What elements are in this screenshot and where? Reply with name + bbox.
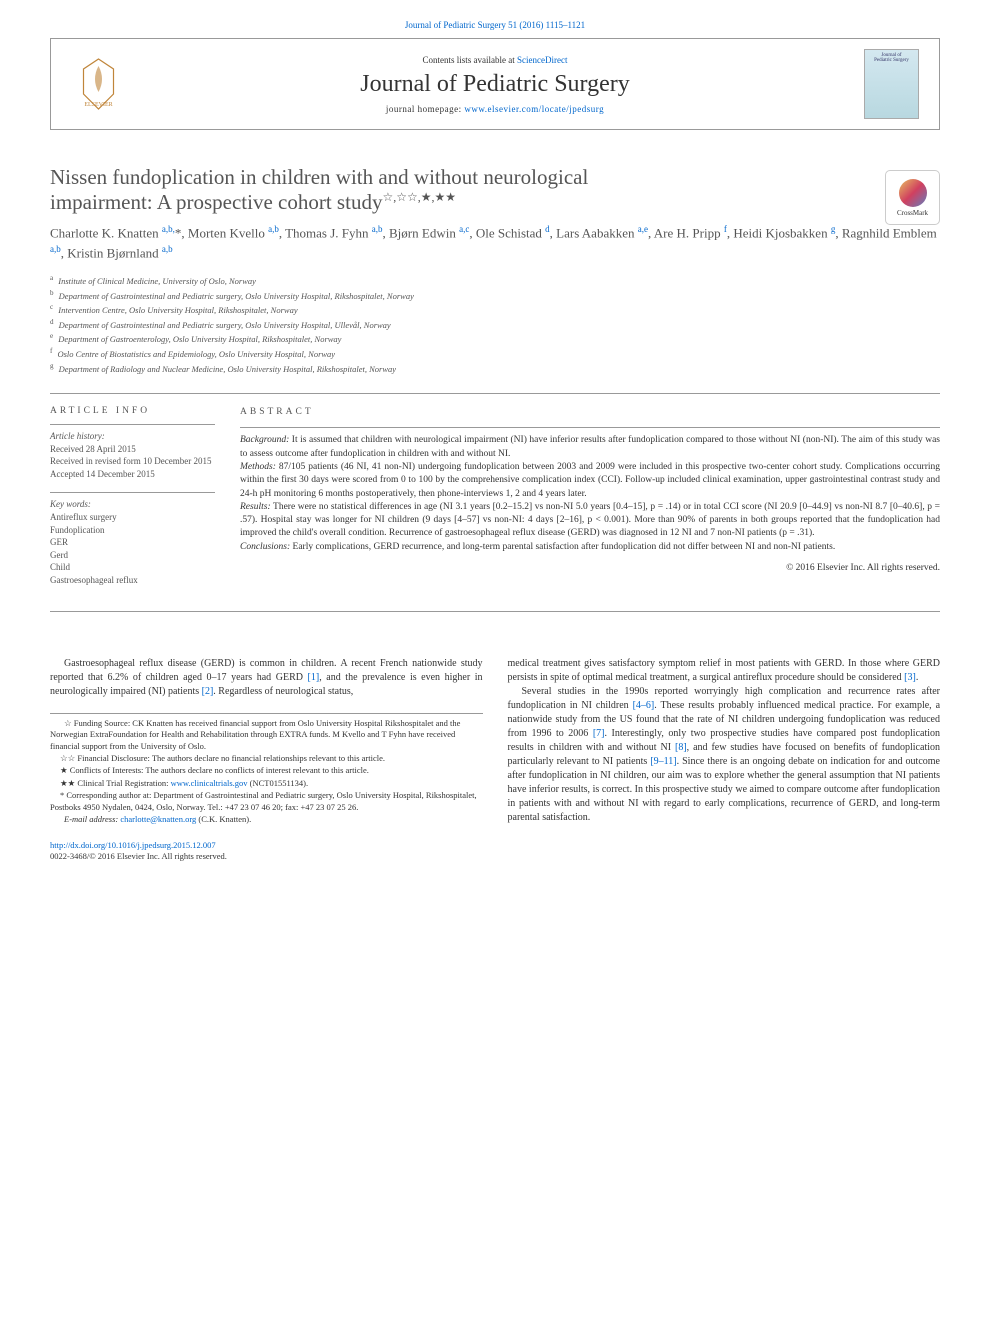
- affiliation-line: e Department of Gastroenterology, Oslo U…: [50, 331, 940, 346]
- divider: [50, 611, 940, 612]
- journal-header: ELSEVIER Contents lists available at Sci…: [50, 38, 940, 130]
- article-info-col: article info Article history: Received 2…: [50, 406, 240, 599]
- affiliation-line: b Department of Gastrointestinal and Ped…: [50, 288, 940, 303]
- body-columns: Gastroesophageal reflux disease (GERD) i…: [50, 657, 940, 862]
- clinical-trial-link[interactable]: www.clinicaltrials.gov: [171, 778, 248, 788]
- keyword-line: GER: [50, 536, 215, 549]
- copyright: © 2016 Elsevier Inc. All rights reserved…: [240, 562, 940, 575]
- article-history: Article history: Received 28 April 2015R…: [50, 424, 215, 480]
- sciencedirect-link[interactable]: ScienceDirect: [517, 55, 567, 65]
- divider: [50, 393, 940, 394]
- footnotes: ☆ Funding Source: CK Knatten has receive…: [50, 713, 483, 826]
- ref-link[interactable]: [3]: [904, 672, 916, 683]
- abstract-text: Background: It is assumed that children …: [240, 434, 940, 554]
- title-footnote-marks: ☆,☆☆,★,★★: [382, 190, 456, 204]
- header-center: Contents lists available at ScienceDirec…: [146, 55, 844, 114]
- keyword-line: Child: [50, 561, 215, 574]
- doi-block: http://dx.doi.org/10.1016/j.jpedsurg.201…: [50, 840, 483, 862]
- keyword-line: Gerd: [50, 549, 215, 562]
- crossmark-icon: [899, 179, 927, 207]
- keyword-line: Antireflux surgery: [50, 511, 215, 524]
- journal-name: Journal of Pediatric Surgery: [146, 71, 844, 98]
- affiliations-list: a Institute of Clinical Medicine, Univer…: [50, 273, 940, 375]
- contents-available: Contents lists available at ScienceDirec…: [146, 55, 844, 65]
- elsevier-logo: ELSEVIER: [71, 54, 126, 114]
- top-citation: Journal of Pediatric Surgery 51 (2016) 1…: [50, 20, 940, 30]
- crossmark-badge[interactable]: CrossMark: [885, 170, 940, 225]
- affiliation-line: f Oslo Centre of Biostatistics and Epide…: [50, 346, 940, 361]
- doi-link[interactable]: http://dx.doi.org/10.1016/j.jpedsurg.201…: [50, 840, 216, 850]
- body-paragraph: Several studies in the 1990s reported wo…: [508, 685, 941, 825]
- authors-list: Charlotte K. Knatten a,b,*, Morten Kvell…: [50, 223, 940, 263]
- ref-link[interactable]: [9–11]: [650, 756, 676, 767]
- keyword-line: Gastroesophageal reflux: [50, 574, 215, 587]
- article-info-heading: article info: [50, 406, 215, 416]
- ref-link[interactable]: [1]: [308, 672, 320, 683]
- article-title: Nissen fundoplication in children with a…: [50, 165, 940, 215]
- journal-homepage-link[interactable]: www.elsevier.com/locate/jpedsurg: [464, 104, 604, 114]
- body-paragraph: medical treatment gives satisfactory sym…: [508, 657, 941, 685]
- ref-link[interactable]: [4–6]: [633, 700, 655, 711]
- info-abstract-row: article info Article history: Received 2…: [50, 406, 940, 599]
- keyword-line: Fundoplication: [50, 524, 215, 537]
- top-citation-link[interactable]: Journal of Pediatric Surgery 51 (2016) 1…: [405, 20, 585, 30]
- body-paragraph: Gastroesophageal reflux disease (GERD) i…: [50, 657, 483, 699]
- ref-link[interactable]: [7]: [593, 728, 605, 739]
- ref-link[interactable]: [8]: [675, 742, 687, 753]
- history-line: Received 28 April 2015: [50, 443, 215, 456]
- history-line: Accepted 14 December 2015: [50, 468, 215, 481]
- email-link[interactable]: charlotte@knatten.org: [120, 814, 196, 824]
- affiliation-line: c Intervention Centre, Oslo University H…: [50, 302, 940, 317]
- ref-link[interactable]: [2]: [202, 686, 214, 697]
- history-line: Received in revised form 10 December 201…: [50, 455, 215, 468]
- article-header: Nissen fundoplication in children with a…: [50, 165, 940, 215]
- affiliation-line: d Department of Gastrointestinal and Ped…: [50, 317, 940, 332]
- abstract-heading: abstract: [240, 406, 940, 419]
- body-col-right: medical treatment gives satisfactory sym…: [508, 657, 941, 862]
- affiliation-line: g Department of Radiology and Nuclear Me…: [50, 361, 940, 376]
- body-col-left: Gastroesophageal reflux disease (GERD) i…: [50, 657, 483, 862]
- svg-text:ELSEVIER: ELSEVIER: [84, 102, 112, 108]
- affiliation-line: a Institute of Clinical Medicine, Univer…: [50, 273, 940, 288]
- journal-cover-thumbnail: Journal of Pediatric Surgery: [864, 49, 919, 119]
- journal-homepage: journal homepage: www.elsevier.com/locat…: [146, 104, 844, 114]
- keywords-block: Key words: Antireflux surgeryFundoplicat…: [50, 492, 215, 586]
- abstract-col: abstract Background: It is assumed that …: [240, 406, 940, 599]
